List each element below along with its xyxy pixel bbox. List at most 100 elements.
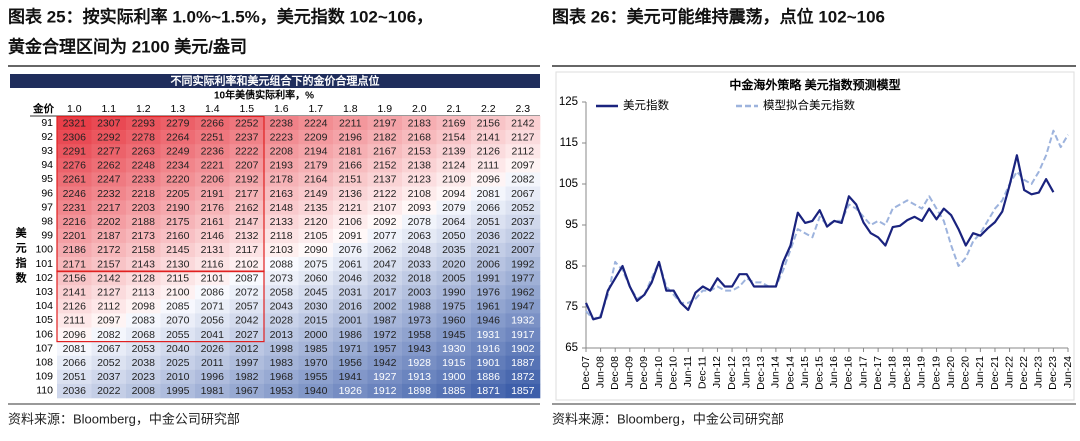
heat-cell xyxy=(264,200,299,215)
heat-cell xyxy=(298,299,334,314)
cell-value: 2133 xyxy=(270,216,294,228)
heat-cell xyxy=(195,242,230,258)
heat-cell xyxy=(91,257,127,272)
heat-cell xyxy=(402,257,437,272)
cell-value: 1972 xyxy=(373,329,397,341)
cell-value: 2224 xyxy=(304,117,328,129)
cell-value: 2025 xyxy=(166,357,190,369)
cell-value: 1981 xyxy=(201,385,225,397)
row-header: 109 xyxy=(35,371,53,383)
cell-value: 2222 xyxy=(235,146,259,158)
cell-value: 2103 xyxy=(270,244,294,256)
cell-value: 2203 xyxy=(132,202,156,214)
heat-cell xyxy=(126,144,161,159)
x-tick-label: Jun-12 xyxy=(711,356,723,388)
cell-value: 1857 xyxy=(511,385,535,397)
cell-value: 2190 xyxy=(166,202,190,214)
heat-cell xyxy=(298,144,334,159)
cell-value: 2078 xyxy=(408,216,432,228)
cell-value: 2266 xyxy=(201,117,225,129)
heat-cell xyxy=(195,214,230,230)
cell-value: 2142 xyxy=(97,272,121,284)
cell-value: 1946 xyxy=(477,315,501,327)
corner-label: 金价 xyxy=(32,102,54,115)
heat-cell xyxy=(471,158,506,173)
cell-value: 2231 xyxy=(63,202,87,214)
heat-cell xyxy=(264,242,299,258)
cell-value: 2160 xyxy=(166,230,190,242)
heat-cell xyxy=(91,341,127,356)
heat-cell xyxy=(229,116,265,131)
heat-cell xyxy=(126,257,161,272)
legend-label: 模型拟合美元指数 xyxy=(763,98,855,112)
y-tick-label: 115 xyxy=(560,137,578,149)
cell-value: 2021 xyxy=(477,244,501,256)
cell-value: 2108 xyxy=(408,188,432,200)
heat-cell xyxy=(505,355,541,371)
heat-cell xyxy=(505,257,541,272)
heat-cell xyxy=(367,383,403,399)
cell-value: 1953 xyxy=(270,385,294,397)
cell-value: 2276 xyxy=(63,160,87,172)
heat-cell xyxy=(436,214,472,230)
x-tick-label: Dec-22 xyxy=(1018,356,1030,390)
cell-value: 2064 xyxy=(442,216,466,228)
heat-cell xyxy=(333,369,368,385)
heat-cell xyxy=(195,327,230,342)
heat-cell xyxy=(160,158,196,173)
cell-value: 2090 xyxy=(304,244,328,256)
cell-value: 2011 xyxy=(201,357,224,369)
heat-cell xyxy=(505,130,541,145)
cell-value: 1931 xyxy=(477,329,501,341)
cell-value: 1927 xyxy=(373,371,397,383)
cell-value: 2208 xyxy=(270,146,294,158)
cell-value: 2130 xyxy=(166,258,190,270)
cell-value: 2018 xyxy=(408,272,432,284)
heat-cell xyxy=(367,228,403,244)
cell-value: 2092 xyxy=(373,216,397,228)
cell-value: 1913 xyxy=(408,371,432,383)
cell-value: 2023 xyxy=(132,371,156,383)
cell-value: 2168 xyxy=(408,131,432,143)
cell-value: 2111 xyxy=(477,160,499,172)
cell-value: 2052 xyxy=(511,202,535,214)
row-header: 97 xyxy=(41,201,53,213)
heat-cell xyxy=(298,214,334,230)
heat-cell xyxy=(436,299,472,314)
cell-value: 1945 xyxy=(442,329,466,341)
cell-value: 1996 xyxy=(201,371,225,383)
cell-value: 1902 xyxy=(511,343,535,355)
column-header: 1.4 xyxy=(205,103,220,115)
cell-value: 1961 xyxy=(477,301,501,313)
heat-cell xyxy=(298,369,334,385)
cell-value: 2156 xyxy=(477,117,501,129)
row-header: 104 xyxy=(35,300,53,312)
heat-cell xyxy=(402,327,437,342)
x-tick-label: Jun-19 xyxy=(916,356,928,388)
cell-value: 2218 xyxy=(132,188,156,200)
heat-cell xyxy=(126,341,161,356)
column-header: 1.3 xyxy=(170,103,185,115)
table-title: 不同实际利率和美元组合下的金价合理点位 xyxy=(171,73,380,87)
column-header: 1.5 xyxy=(239,103,254,115)
cell-value: 2012 xyxy=(235,343,259,355)
heat-cell xyxy=(436,327,472,342)
cell-value: 1982 xyxy=(235,371,259,383)
x-tick-label: Jun-22 xyxy=(1003,356,1015,388)
heat-cell xyxy=(367,257,403,272)
cell-value: 1947 xyxy=(511,301,535,313)
heat-cell xyxy=(91,313,127,328)
heat-cell xyxy=(333,313,368,328)
heat-cell xyxy=(298,341,334,356)
heat-cell xyxy=(195,285,230,300)
heat-cell xyxy=(91,228,127,244)
heat-cell xyxy=(436,313,472,328)
row-header: 98 xyxy=(41,216,53,228)
heat-cell xyxy=(57,341,92,356)
heat-cell xyxy=(229,186,265,201)
row-header: 108 xyxy=(35,357,53,369)
cell-value: 2086 xyxy=(201,287,225,299)
heat-cell xyxy=(471,116,506,131)
cell-value: 2073 xyxy=(270,272,294,284)
heat-cell xyxy=(57,144,92,159)
